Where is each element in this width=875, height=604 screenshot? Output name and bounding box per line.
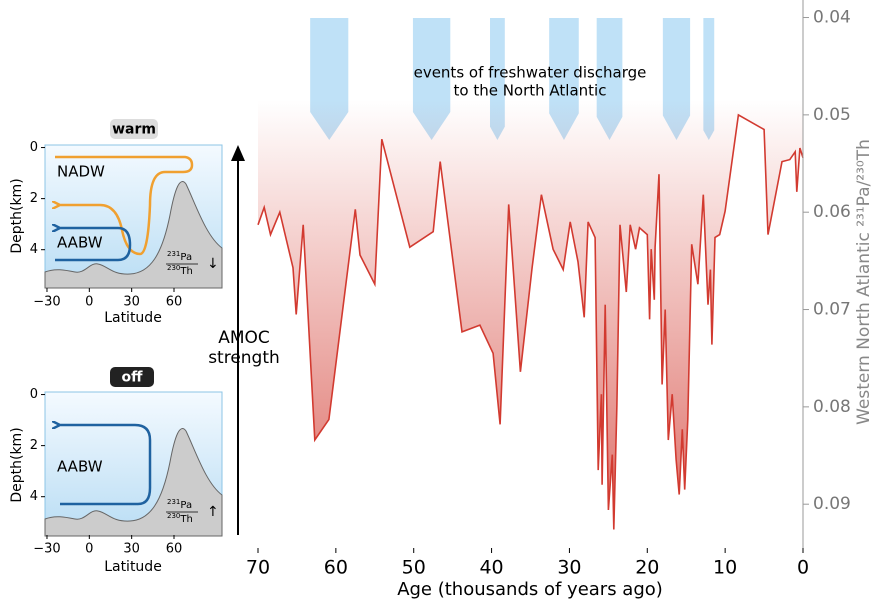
- x-tick-label: 30: [557, 557, 581, 579]
- mass: 231: [167, 498, 180, 506]
- mass: 231: [167, 250, 180, 258]
- x-axis-label: Age (thousands of years ago): [397, 579, 663, 600]
- y-tick-label: 0.07: [813, 300, 851, 320]
- inset-y-tick-label: 2: [30, 191, 38, 206]
- inset-x-tick-label: 0: [85, 542, 93, 557]
- x-tick-label: 20: [635, 557, 659, 579]
- inset-y-tick-label: 0: [30, 387, 38, 402]
- tracer-trend: ↑: [207, 504, 219, 520]
- tracer-denominator: 230Th: [167, 264, 193, 277]
- inset-y-tick-label: 4: [30, 489, 38, 504]
- x-label: Latitude: [104, 559, 162, 575]
- badge-label: off: [122, 370, 144, 386]
- annotation: to the North Atlantic: [454, 82, 607, 100]
- element: Th: [179, 266, 192, 277]
- inset-off: off AABW 231Pa 230Th ↑ Latitude Depth(km…: [9, 367, 223, 575]
- y-tick-label: 0.05: [813, 105, 851, 125]
- arrow-label: strength: [208, 348, 280, 368]
- x-tick-label: 50: [402, 557, 426, 579]
- element: Th: [179, 514, 192, 525]
- mass: 230: [167, 264, 180, 272]
- nadw-arrow: [55, 155, 194, 256]
- inset-y-tick-label: 0: [30, 140, 38, 155]
- tracer-numerator: 231Pa: [167, 498, 192, 511]
- inset-x-tick-label: 30: [123, 295, 140, 310]
- inset-x-tick-label: 60: [166, 542, 183, 557]
- inset-x-tick-label: −30: [33, 542, 60, 557]
- y-label: Depth(km): [9, 178, 25, 253]
- tracer-numerator: 231Pa: [167, 250, 192, 263]
- line: [257, 113, 804, 530]
- inset-y-tick-label: 4: [30, 242, 38, 257]
- inset-warm: warm NADW AABW 231Pa 230Th ↓ Latitude De…: [9, 119, 223, 326]
- inset-y-tick-label: 2: [30, 438, 38, 453]
- inset-x-tick-label: 0: [85, 295, 93, 310]
- water-mass-label: AABW: [57, 458, 103, 476]
- badge: [110, 367, 154, 387]
- badge-label: warm: [112, 122, 156, 138]
- aabw-arrow: [55, 228, 132, 262]
- inset-x-tick-label: 60: [166, 295, 183, 310]
- inset-x-tick-label: 30: [123, 542, 140, 557]
- y-axis-label: Western North Atlantic ²³¹Pa/²³⁰Th: [854, 139, 874, 425]
- y-tick-label: 0.04: [813, 8, 851, 28]
- y-tick-label: 0.06: [813, 202, 851, 222]
- terrain: [44, 428, 223, 537]
- element: Pa: [180, 500, 192, 511]
- water-mass-label: AABW: [57, 234, 103, 252]
- x-label: Latitude: [104, 310, 162, 326]
- inset-x-tick-label: −30: [33, 295, 60, 310]
- x-tick-label: 60: [324, 557, 348, 579]
- mass: 230: [167, 512, 180, 520]
- arrow-label: AMOC: [218, 328, 270, 348]
- x-tick-label: 40: [479, 557, 503, 579]
- area: [258, 100, 803, 530]
- water-mass-label: NADW: [57, 163, 105, 181]
- terrain: [44, 181, 223, 289]
- x-tick-label: 0: [797, 557, 809, 579]
- element: Pa: [180, 252, 192, 263]
- annotation: events of freshwater discharge: [414, 64, 647, 82]
- tracer-denominator: 230Th: [167, 512, 193, 525]
- x-tick-label: 10: [713, 557, 737, 579]
- y-tick-label: 0.08: [813, 397, 851, 417]
- x-tick-label: 70: [246, 557, 270, 579]
- aabw-arrow: [58, 425, 152, 506]
- tracer-trend: ↓: [207, 256, 219, 272]
- y-label: Depth(km): [9, 427, 25, 502]
- y-tick-label: 0.09: [813, 494, 851, 514]
- badge: [110, 119, 158, 139]
